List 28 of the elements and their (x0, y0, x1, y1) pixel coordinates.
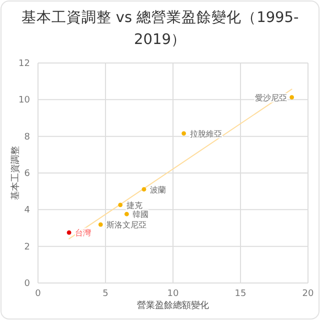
series-label: 愛沙尼亞 (254, 93, 287, 102)
y-tick-label: 6 (24, 169, 30, 179)
point (182, 131, 186, 136)
y-tick-label: 12 (18, 59, 30, 69)
series-label: 拉脫維亞 (190, 129, 222, 138)
x-tick-label: 20 (302, 289, 314, 299)
chart-title: 基本工資調整 vs 總營業盈餘變化（1995-2019） (21, 9, 299, 48)
y-tick-label: 4 (24, 206, 30, 216)
y-axis-title: 基本工資調整 (10, 146, 21, 200)
x-tick-label: 0 (35, 289, 42, 299)
x-tick-label: 5 (102, 289, 108, 299)
point (142, 187, 146, 192)
series-label: 波蘭 (150, 185, 166, 194)
y-tick-label: 0 (24, 279, 30, 289)
point (124, 212, 129, 216)
point (66, 230, 72, 235)
point (290, 95, 294, 100)
series-label: 韓國 (132, 210, 149, 220)
point (98, 222, 103, 227)
y-tick-label: 8 (24, 132, 30, 142)
y-tick-label: 2 (24, 242, 30, 252)
series-label: 捷克 (126, 200, 142, 210)
x-axis-title: 營業盈餘總額變化 (137, 300, 209, 311)
y-tick-label: 10 (18, 96, 30, 106)
point (118, 202, 123, 208)
x-tick-label: 15 (234, 289, 246, 299)
series-label: 斯洛文尼亞 (106, 220, 147, 230)
x-tick-label: 10 (167, 289, 179, 299)
